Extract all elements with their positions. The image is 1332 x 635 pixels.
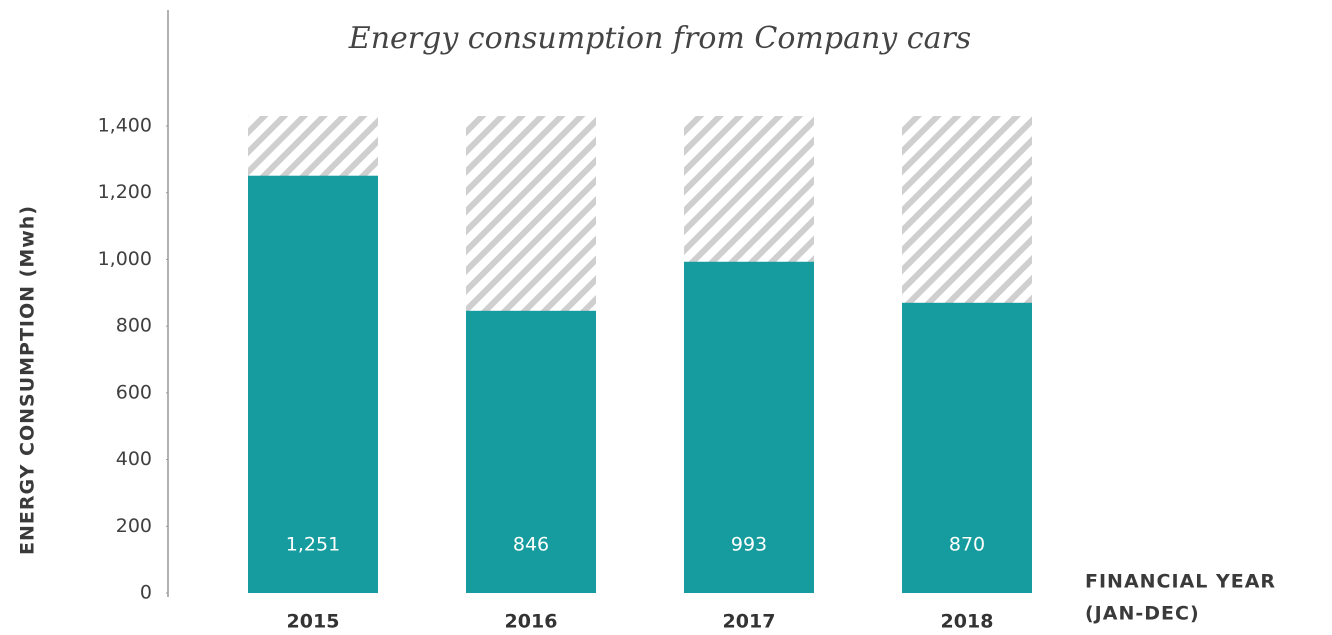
bar [248,175,378,594]
x-tick-label: 2017 [723,611,776,633]
value-label: 993 [731,534,767,556]
y-tick-label: 0 [140,582,152,604]
value-label: 846 [513,534,549,556]
x-axis-label: (JAN-DEC) [1085,603,1200,625]
y-tick-label: 800 [116,315,152,337]
y-tick-label: 200 [116,515,152,537]
y-tick-label: 600 [116,381,152,403]
bar [684,261,814,593]
y-tick-label: 1,400 [98,115,152,137]
y-tick-label: 1,000 [98,248,152,270]
value-label: 1,251 [286,534,340,556]
value-label: 870 [949,534,985,556]
chart-title: Energy consumption from Company cars [348,21,971,56]
y-tick-label: 400 [116,448,152,470]
y-tick-label: 1,200 [98,181,152,203]
y-axis-label: ENERGY CONSUMPTION (Mwh) [17,205,39,555]
bar [466,310,596,593]
x-tick-label: 2016 [505,611,558,633]
x-tick-label: 2018 [941,611,994,633]
bar [902,302,1032,593]
x-tick-label: 2015 [287,611,340,633]
x-axis-label: FINANCIAL YEAR [1085,571,1276,593]
